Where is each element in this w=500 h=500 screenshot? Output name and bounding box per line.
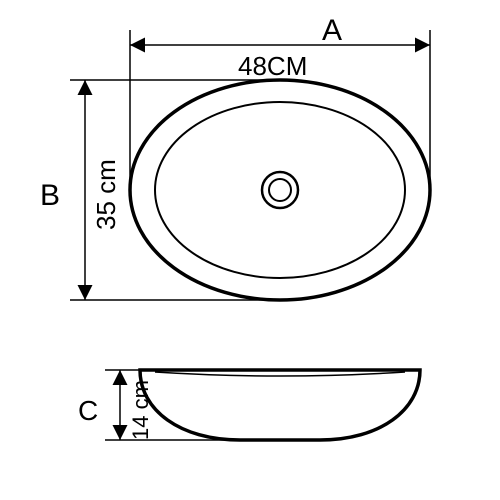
drain-inner <box>269 179 291 201</box>
basin-inner-rim <box>155 372 405 376</box>
basin-technical-drawing: A 48CM B 35 cm C 14 cm <box>0 0 500 500</box>
dim-value-a: 48CM <box>238 51 307 81</box>
dimension-b: B 35 cm <box>40 80 280 300</box>
dimension-c: C 14 cm <box>78 370 280 440</box>
basin-outer-ellipse <box>130 80 430 300</box>
dim-letter-c: C <box>78 395 98 426</box>
dim-value-b: 35 cm <box>91 159 121 230</box>
basin-profile <box>140 370 420 440</box>
dim-value-c: 14 cm <box>128 380 153 440</box>
dim-letter-b: B <box>40 179 60 212</box>
basin-inner-ellipse <box>155 102 405 278</box>
side-view: C 14 cm <box>78 370 420 440</box>
top-view: A 48CM B 35 cm <box>40 14 430 300</box>
drain-outer <box>262 172 298 208</box>
dim-letter-a: A <box>322 14 342 47</box>
